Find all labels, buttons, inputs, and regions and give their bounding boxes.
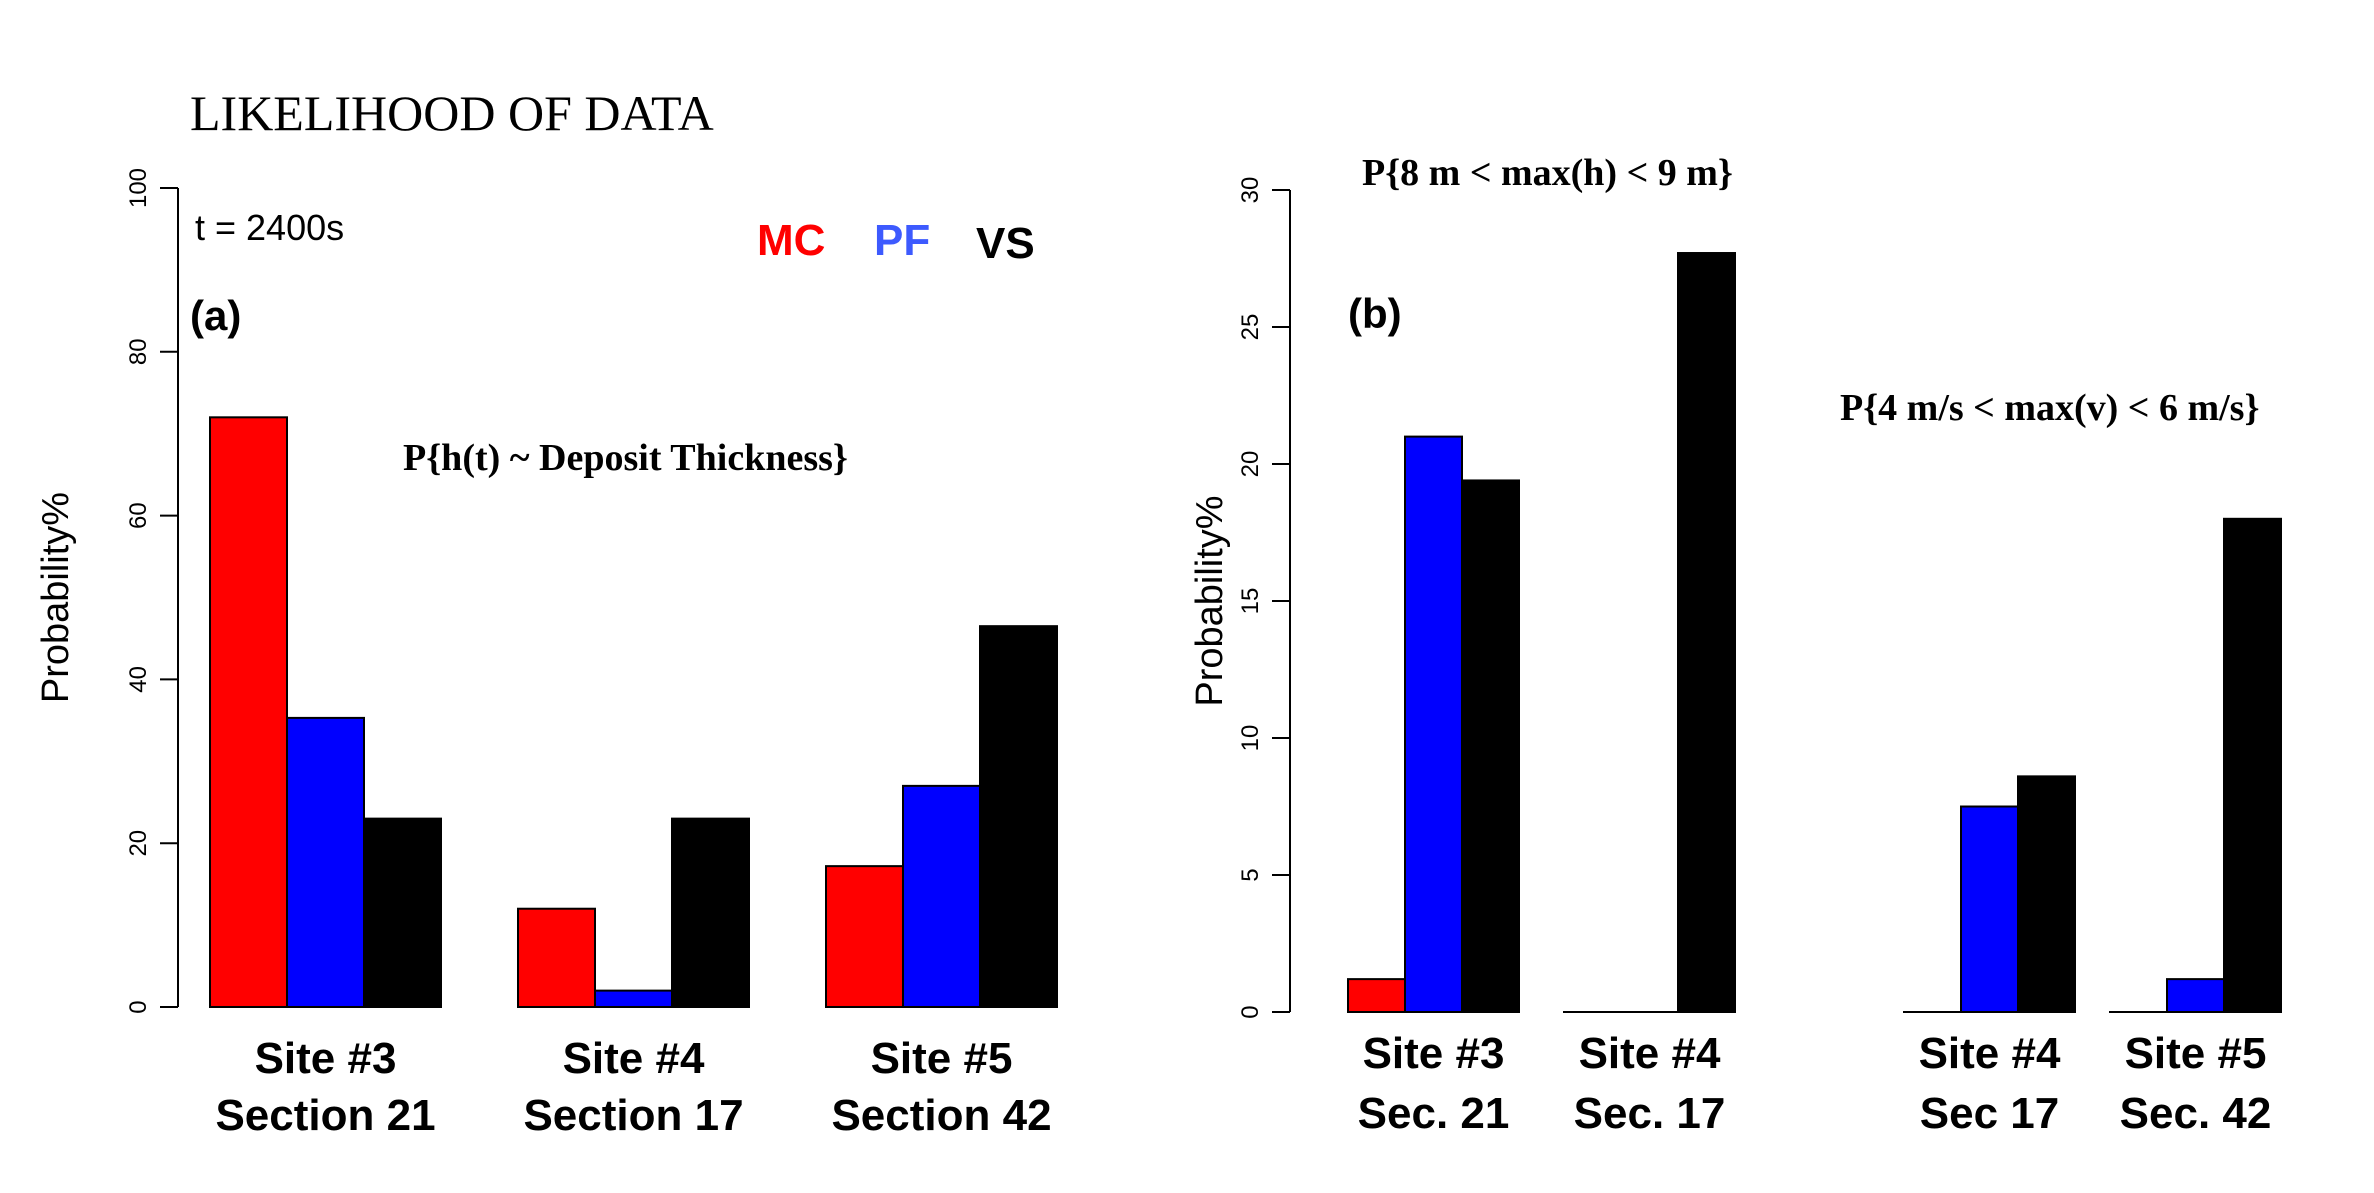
panel-a-annotation: P{h(t) ~ Deposit Thickness} [403, 437, 848, 479]
a-bar-vs-0 [363, 817, 442, 1008]
panel-a-label: (a) [190, 292, 241, 339]
a-bar-vs-1 [671, 817, 750, 1008]
a-category-label-1-line2: Section 17 [523, 1091, 743, 1140]
b-category-label-3-line1: Site #5 [2125, 1029, 2267, 1078]
panel-b: 0 5 10 15 20 25 30 Probability% Site #3 Sec. 21… [1189, 152, 2282, 1138]
b-category-label-1-line1: Site #4 [1579, 1029, 1721, 1078]
a-category-label-2-line2: Section 42 [831, 1091, 1051, 1140]
a-y-tick-label: 60 [125, 502, 152, 529]
a-y-tick-label: 100 [125, 168, 152, 208]
b-y-tick-label: 25 [1237, 314, 1264, 341]
b-bar-mc-0 [1347, 978, 1406, 1013]
a-bar-mc-1 [517, 907, 596, 1008]
panel-a-time-label: t = 2400s [195, 207, 344, 248]
a-bar-mc-0 [209, 416, 288, 1008]
a-category-label-2-line1: Site #5 [871, 1034, 1013, 1083]
panel-b-y-axis-title: Probability% [1189, 495, 1231, 706]
b-category-label-3-line2: Sec. 42 [2120, 1089, 2272, 1138]
b-category-label-0-line2: Sec. 21 [1358, 1089, 1510, 1138]
panel-b-annotation-velocity: P{4 m/s < max(v) < 6 m/s} [1840, 387, 2259, 429]
panel-b-y-axis: 0 5 10 15 20 25 30 [1237, 177, 1291, 1019]
b-category-label-2-line1: Site #4 [1919, 1029, 2061, 1078]
b-category-label-2-line2: Sec 17 [1920, 1089, 2059, 1138]
a-y-tick-label: 0 [125, 1000, 152, 1013]
panel-b-bars [1347, 252, 2282, 1014]
b-category-label-0-line1: Site #3 [1363, 1029, 1505, 1078]
b-bar-vs-2 [2017, 775, 2076, 1013]
b-bar-vs-3 [2223, 517, 2282, 1013]
panel-b-category-labels: Site #3 Sec. 21 Site #4 Sec. 17 Site #4 Sec 1… [1358, 1029, 2272, 1138]
b-bar-pf-0 [1404, 435, 1463, 1014]
b-y-tick-label: 0 [1237, 1005, 1264, 1018]
a-y-tick-label: 20 [125, 830, 152, 857]
b-y-tick-label: 30 [1237, 177, 1264, 204]
legend-vs: VS [976, 219, 1035, 268]
a-category-label-0-line2: Section 21 [215, 1091, 435, 1140]
legend-mc: MC [757, 216, 825, 265]
b-y-tick-label: 15 [1237, 588, 1264, 615]
b-y-axis-label: Probability% [1189, 495, 1231, 706]
legend-pf: PF [874, 216, 930, 265]
panel-a-bars [209, 416, 1058, 1009]
panel-a-y-axis-title: Probability% [35, 492, 77, 703]
a-y-tick-label: 80 [125, 338, 152, 365]
a-bar-pf-1 [594, 989, 673, 1008]
legend: MC PF VS [757, 216, 1035, 268]
a-bar-vs-2 [979, 625, 1058, 1008]
page-title: LIKELIHOOD OF DATA [190, 85, 714, 141]
a-bar-pf-2 [902, 784, 981, 1008]
b-bar-pf-2 [1960, 805, 2019, 1013]
a-bar-mc-2 [825, 865, 904, 1009]
panel-b-label: (b) [1348, 290, 1402, 337]
b-category-label-1-line2: Sec. 17 [1574, 1089, 1726, 1138]
panel-b-annotation-height: P{8 m < max(h) < 9 m} [1362, 152, 1733, 194]
a-category-label-1-line1: Site #4 [563, 1034, 705, 1083]
b-bar-pf-3 [2166, 978, 2225, 1013]
a-bar-pf-0 [286, 716, 365, 1008]
b-bar-vs-0 [1461, 479, 1520, 1013]
b-y-tick-label: 20 [1237, 451, 1264, 478]
panel-a-category-labels: Site #3 Section 21 Site #4 Section 17 Site #… [215, 1034, 1051, 1140]
panel-a: 0 20 40 60 80 100 Probability% Site #3 Section… [35, 168, 1058, 1140]
b-y-tick-label: 10 [1237, 725, 1264, 752]
b-y-tick-label: 5 [1237, 868, 1264, 881]
a-y-axis-label: Probability% [35, 492, 77, 703]
a-category-label-0-line1: Site #3 [255, 1034, 397, 1083]
b-bar-vs-1 [1677, 252, 1736, 1013]
a-y-tick-label: 40 [125, 666, 152, 693]
panel-a-y-axis: 0 20 40 60 80 100 [125, 168, 179, 1014]
